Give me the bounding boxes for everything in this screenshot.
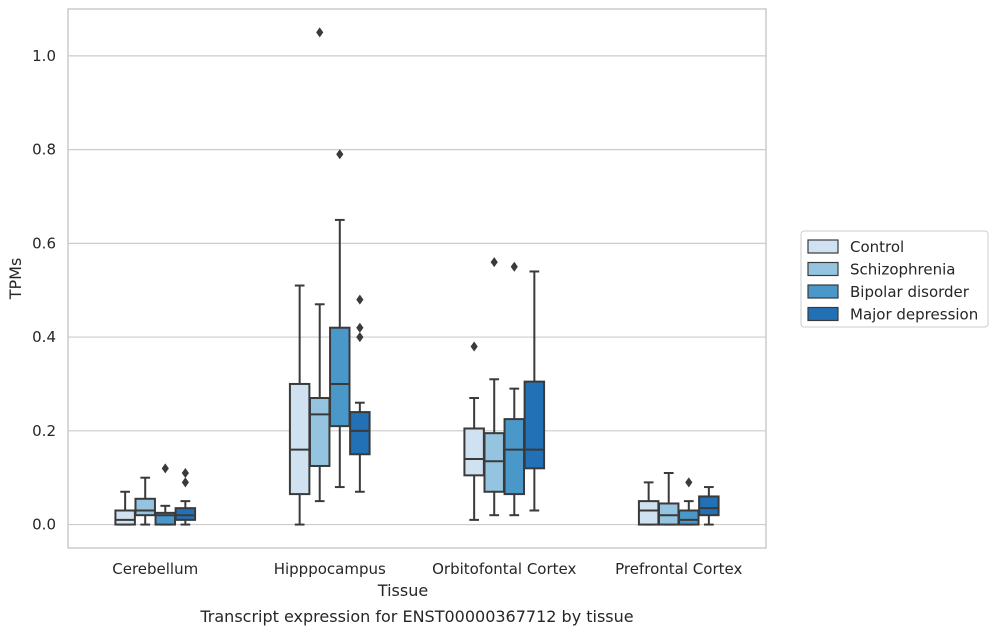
- outlier-point: [510, 261, 518, 272]
- outlier-point: [181, 477, 189, 488]
- legend-swatch: [807, 284, 839, 299]
- box-plot: [657, 472, 680, 526]
- outlier-point: [356, 322, 364, 333]
- x-tick-label: Prefrontal Cortex: [615, 560, 742, 578]
- x-tick-labels: Cerebellum Hipppocampus Orbitofontal Corte…: [112, 560, 742, 578]
- legend-swatch: [807, 261, 839, 277]
- box-plots: [114, 27, 720, 526]
- box: [308, 397, 331, 467]
- box-plot: [698, 486, 720, 526]
- y-tick-labels: 0.0 0.2 0.4 0.6 0.8 1.0: [32, 47, 56, 534]
- box-plot: [154, 463, 177, 526]
- box: [134, 497, 156, 517]
- box-plot: [114, 490, 136, 526]
- y-tick-label: 0.6: [32, 234, 56, 252]
- outlier-point: [181, 468, 189, 479]
- box-plot: [678, 477, 700, 526]
- box-plot: [329, 149, 351, 489]
- plot-frame: [67, 8, 767, 549]
- x-tick-label: Cerebellum: [112, 560, 198, 578]
- outlier-point: [685, 477, 693, 488]
- box-plot: [174, 468, 197, 526]
- box: [483, 432, 505, 493]
- y-tick-label: 0.2: [32, 422, 56, 440]
- box-plot: [308, 27, 331, 503]
- box-plot: [463, 341, 485, 521]
- box: [288, 382, 311, 496]
- box: [523, 380, 546, 470]
- box-plot: [288, 284, 311, 526]
- x-tick-label: Orbitofontal Cortex: [432, 560, 576, 578]
- legend-swatch: [807, 306, 839, 322]
- legend: Control Schizophrenia Bipolar disorder Majo…: [800, 230, 989, 328]
- outlier-point: [356, 294, 364, 305]
- y-axis-label: TPMs: [6, 258, 25, 301]
- box: [463, 427, 485, 477]
- legend-label: Bipolar disorder: [850, 283, 970, 301]
- box-plot: [349, 294, 371, 493]
- grid-lines: [68, 55, 766, 526]
- outlier-point: [161, 463, 169, 474]
- outlier-point: [470, 341, 478, 352]
- box: [349, 411, 371, 456]
- box-plot: [637, 481, 660, 526]
- legend-frame: [800, 230, 989, 328]
- legend-label: Control: [850, 238, 904, 256]
- box-plot: [523, 270, 546, 512]
- chart-caption: Transcript expression for ENST0000036771…: [199, 607, 633, 626]
- box: [114, 509, 136, 526]
- x-axis-label: Tissue: [377, 581, 428, 600]
- box: [678, 509, 700, 526]
- x-tick-label: Hipppocampus: [274, 560, 386, 578]
- y-tick-label: 0.8: [32, 141, 56, 159]
- box: [698, 495, 720, 517]
- box: [329, 326, 351, 428]
- outlier-point: [336, 149, 344, 160]
- box-plot: [134, 476, 156, 526]
- outlier-point: [356, 332, 364, 343]
- box-plot: [483, 257, 505, 517]
- legend-swatch: [807, 239, 839, 254]
- box-plot: [503, 261, 526, 517]
- box: [637, 500, 660, 526]
- outlier-point: [490, 257, 498, 268]
- y-tick-label: 1.0: [32, 47, 56, 65]
- outlier-point: [316, 27, 324, 38]
- y-tick-label: 0.4: [32, 328, 56, 346]
- y-tick-label: 0.0: [32, 516, 56, 534]
- box: [657, 502, 680, 526]
- legend-label: Major depression: [850, 306, 978, 324]
- legend-label: Schizophrenia: [850, 261, 955, 279]
- box: [503, 418, 526, 496]
- box: [174, 507, 197, 521]
